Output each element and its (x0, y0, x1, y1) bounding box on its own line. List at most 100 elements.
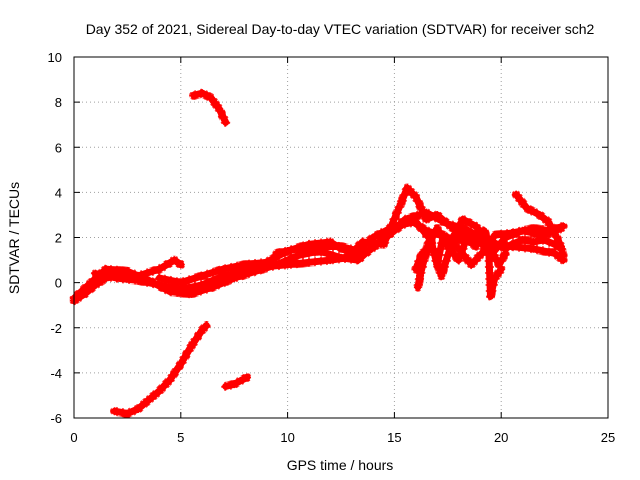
data-point (471, 222, 480, 231)
y-tick-label: 8 (55, 95, 62, 110)
data-point (490, 231, 499, 240)
data-point (166, 375, 175, 384)
data-point (522, 204, 531, 213)
data-point (134, 404, 143, 413)
data-point (413, 283, 422, 292)
data-point (326, 256, 335, 265)
data-point (110, 407, 119, 416)
data-point (501, 249, 510, 258)
data-point (416, 271, 425, 280)
data-point (486, 292, 495, 301)
data-point (144, 395, 153, 404)
data-point (176, 278, 185, 287)
data-point (443, 242, 452, 251)
data-point (304, 258, 313, 267)
data-point (134, 276, 143, 285)
data-point (559, 222, 568, 231)
data-series (69, 88, 568, 418)
data-point (437, 271, 446, 280)
data-point (454, 256, 463, 265)
data-point (176, 260, 185, 269)
series-markers (221, 372, 252, 391)
data-point (484, 235, 493, 244)
chart-title: Day 352 of 2021, Sidereal Day-to-day VTE… (86, 21, 595, 37)
data-point (337, 242, 345, 251)
x-tick-label: 25 (601, 430, 615, 445)
data-point (396, 199, 405, 208)
series-markers (154, 208, 566, 288)
data-point (550, 228, 559, 237)
data-point (535, 210, 544, 219)
data-point (112, 274, 121, 283)
data-point (219, 265, 228, 274)
data-point (187, 341, 196, 350)
x-tick-label: 15 (387, 430, 401, 445)
y-tick-label: -4 (50, 366, 62, 381)
data-point (507, 240, 516, 249)
data-point (155, 265, 164, 274)
data-point (403, 183, 412, 192)
data-point (238, 375, 247, 384)
data-point (155, 386, 164, 395)
y-tick-label: -2 (50, 321, 62, 336)
data-point (283, 260, 292, 269)
data-point (507, 228, 516, 237)
data-point (544, 217, 553, 226)
data-point (87, 278, 96, 287)
data-point (170, 256, 179, 265)
data-point (155, 274, 164, 283)
data-point (557, 242, 566, 251)
data-point (512, 190, 521, 199)
data-point (529, 224, 538, 233)
data-point (240, 260, 249, 269)
data-point (198, 89, 207, 98)
data-point (230, 380, 239, 389)
data-point (390, 222, 399, 231)
data-point (243, 373, 252, 382)
data-point (206, 93, 215, 102)
data-point (262, 258, 271, 267)
data-point (411, 192, 420, 201)
data-point (272, 249, 281, 258)
data-point (463, 233, 472, 242)
data-point (518, 235, 527, 244)
x-tick-label: 0 (70, 430, 77, 445)
data-point (550, 249, 559, 258)
data-point (215, 104, 224, 113)
data-point (490, 274, 499, 283)
data-point (467, 260, 476, 269)
data-point (202, 321, 211, 330)
data-point (198, 326, 207, 335)
data-point (198, 271, 207, 280)
data-point (497, 265, 506, 274)
data-point (189, 91, 198, 100)
data-point (411, 217, 420, 226)
x-tick-label: 10 (280, 430, 294, 445)
y-tick-label: 0 (55, 276, 62, 291)
y-tick-label: 2 (55, 231, 62, 246)
series-markers (110, 321, 211, 418)
data-point (354, 247, 363, 256)
data-point (198, 280, 207, 289)
data-point (424, 238, 433, 247)
axis-ticks: 0 5 10 15 20 25 -6 -4 -2 0 2 4 6 8 10 (48, 50, 616, 445)
data-point (176, 359, 185, 368)
data-point (471, 242, 480, 251)
data-point (529, 238, 538, 247)
data-point (379, 235, 388, 244)
data-point (221, 118, 230, 127)
y-tick-label: 4 (55, 185, 62, 200)
data-point (91, 269, 100, 278)
x-tick-label: 5 (177, 430, 184, 445)
x-axis-label: GPS time / hours (287, 457, 394, 473)
data-point (123, 409, 132, 418)
y-tick-label: -6 (50, 411, 62, 426)
y-tick-label: 6 (55, 140, 62, 155)
plot-frame (73, 56, 609, 419)
data-point (443, 219, 452, 228)
data-point (123, 267, 132, 276)
data-point (458, 215, 467, 224)
data-point (221, 382, 230, 391)
data-point (559, 251, 568, 260)
